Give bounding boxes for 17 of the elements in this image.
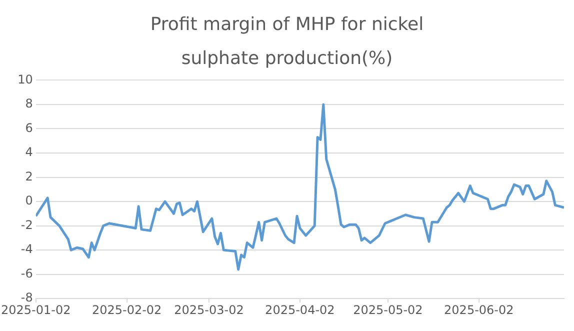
y-tick-label: 10	[18, 72, 33, 86]
x-tick-label: 2025-06-02	[444, 302, 514, 317]
y-tick-label: 0	[25, 194, 33, 208]
y-tick-label: -2	[20, 218, 33, 232]
y-tick-label: 8	[25, 96, 33, 111]
x-tick-label: 2025-02-02	[92, 302, 162, 317]
x-tick-label: 2025-04-02	[265, 302, 335, 317]
y-tick-label: -6	[20, 266, 33, 280]
y-tick-label: 4	[25, 145, 33, 160]
y-tick-label: -4	[20, 242, 33, 256]
y-tick-label: 2	[25, 169, 33, 184]
chart-title: Profit margin of MHP for nickel sulphate production(%)	[149, 13, 425, 71]
x-tick-label: 2025-05-02	[353, 302, 423, 317]
y-tick-label: 6	[25, 120, 33, 135]
x-tick-label: 2025-03-02	[174, 302, 244, 317]
y-tick-label: -8	[20, 290, 33, 305]
x-tick-label: 2025-01-02	[0, 302, 71, 317]
